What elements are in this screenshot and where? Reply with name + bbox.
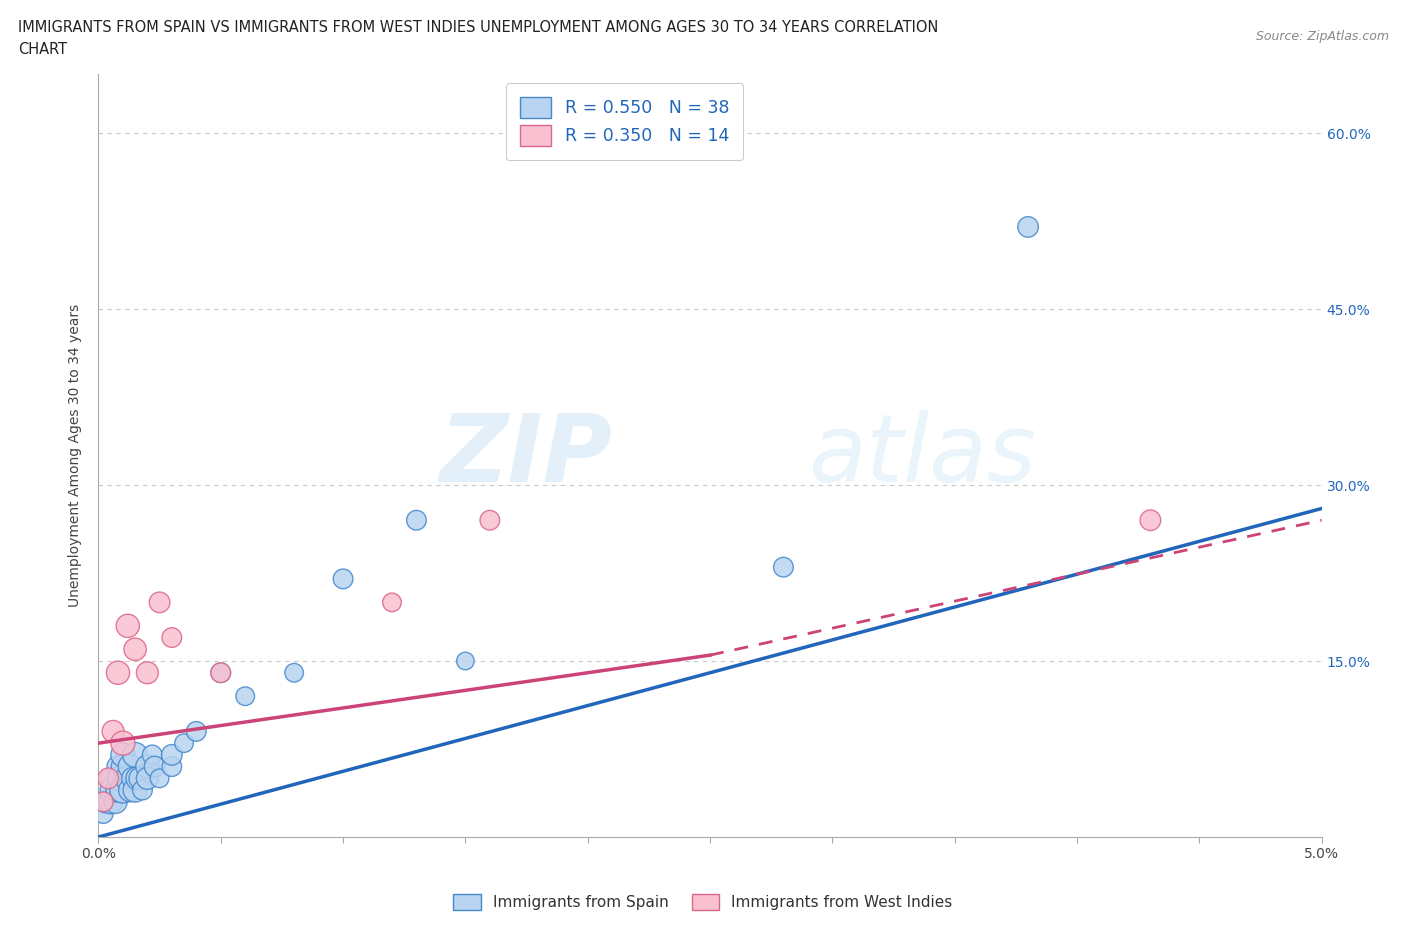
Point [136,759,159,774]
Point [141,748,163,763]
Point [107,759,129,774]
Point [101,783,124,798]
Point [1139,512,1161,527]
Point [186,724,208,738]
Point [120,783,142,798]
Point [100,794,122,809]
Text: CHART: CHART [18,42,67,57]
Point [136,771,159,786]
Point [124,642,146,657]
Point [129,771,152,786]
Point [111,759,134,774]
Text: ZIP: ZIP [439,410,612,501]
Text: atlas: atlas [808,410,1036,501]
Point [111,736,134,751]
Point [101,724,124,738]
Point [233,689,256,704]
Point [478,512,501,527]
Point [117,771,139,786]
Point [91,794,114,809]
Point [209,665,232,680]
Point [104,794,127,809]
Point [107,665,129,680]
Point [100,771,122,786]
Point [131,783,153,798]
Y-axis label: Unemployment Among Ages 30 to 34 years: Unemployment Among Ages 30 to 34 years [69,304,83,607]
Point [127,771,149,786]
Point [160,631,183,645]
Point [91,806,114,821]
Legend: R = 0.550   N = 38, R = 0.350   N = 14: R = 0.550 N = 38, R = 0.350 N = 14 [506,83,744,160]
Point [120,759,142,774]
Point [173,736,195,751]
Point [121,771,143,786]
Point [1017,219,1039,234]
Point [283,665,305,680]
Point [143,759,166,774]
Point [110,771,132,786]
Point [454,654,477,669]
Point [94,794,117,809]
Point [124,783,146,798]
Point [160,748,183,763]
Text: IMMIGRANTS FROM SPAIN VS IMMIGRANTS FROM WEST INDIES UNEMPLOYMENT AMONG AGES 30 : IMMIGRANTS FROM SPAIN VS IMMIGRANTS FROM… [18,20,939,35]
Point [332,571,354,586]
Point [405,512,427,527]
Point [124,748,146,763]
Text: Source: ZipAtlas.com: Source: ZipAtlas.com [1256,30,1389,43]
Point [149,771,172,786]
Legend: Immigrants from Spain, Immigrants from West Indies: Immigrants from Spain, Immigrants from W… [446,886,960,918]
Point [160,759,183,774]
Point [209,665,232,680]
Point [107,783,129,798]
Point [111,748,134,763]
Point [117,618,139,633]
Point [381,595,404,610]
Point [149,595,172,610]
Point [136,665,159,680]
Point [111,783,134,798]
Point [772,560,794,575]
Point [97,771,120,786]
